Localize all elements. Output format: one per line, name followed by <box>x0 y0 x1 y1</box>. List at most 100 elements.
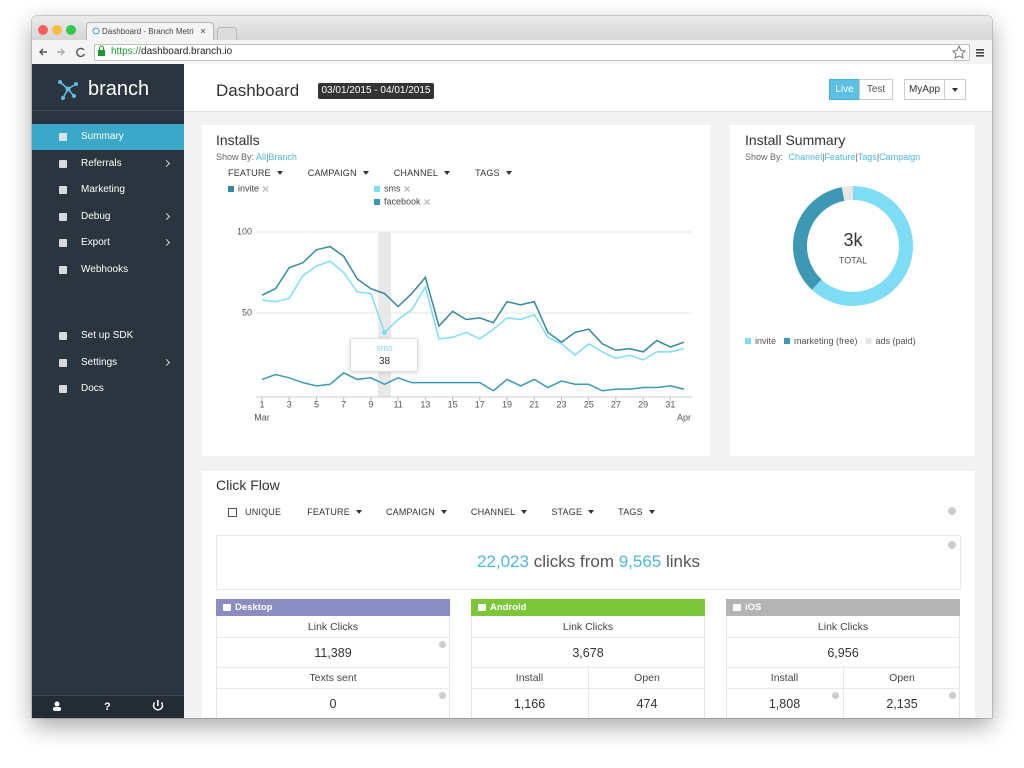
click-summary: 22,023 clicks from 9,565 links <box>216 552 961 572</box>
menu-item[interactable]: Referrals <box>32 151 184 177</box>
x-period-label: Mar <box>254 412 270 422</box>
user-icon <box>53 707 61 711</box>
sidebar-footer <box>32 695 184 718</box>
caret <box>521 510 528 514</box>
filter-dropdown[interactable]: CAMPAIGN <box>308 166 369 180</box>
panel-title: Install Summary <box>745 132 846 148</box>
menu-item[interactable]: Settings <box>32 350 184 376</box>
filter-dropdown[interactable]: TAGS <box>618 505 655 519</box>
filter-dropdown[interactable]: FEATURE <box>228 166 283 180</box>
metric-value: 474 <box>588 689 705 718</box>
menu-icon <box>59 186 67 194</box>
legend-swatch <box>374 186 380 192</box>
menu-item[interactable]: Docs <box>32 376 184 402</box>
browser-window: Dashboard - Branch Metri https://dashboa… <box>32 16 992 718</box>
platform-icon <box>478 604 486 611</box>
metric-label: Install <box>471 668 588 689</box>
filter-dropdown[interactable]: FEATURE <box>307 505 362 519</box>
summary-box <box>216 535 961 590</box>
help-icon[interactable] <box>439 641 446 648</box>
test-button[interactable]: Test <box>859 79 893 100</box>
show-by-option[interactable]: Tags <box>857 152 877 162</box>
stage: Dashboard - Branch Metri https://dashboa… <box>32 16 992 718</box>
x-tick-label: 23 <box>556 399 566 409</box>
filter-dropdown[interactable]: STAGE <box>551 505 595 519</box>
tab[interactable] <box>86 22 214 41</box>
logo-text: branch <box>88 78 150 100</box>
help-button[interactable]: ? <box>104 701 111 713</box>
app-caret[interactable] <box>944 79 966 100</box>
tooltip <box>350 337 419 372</box>
links-text: links <box>666 552 701 571</box>
legend-label: facebook <box>384 196 421 206</box>
x-tick-label: 29 <box>638 399 648 409</box>
platform-icon <box>223 604 231 611</box>
show-by-option[interactable]: Campaign <box>879 152 921 162</box>
legend-label: marketing (free) <box>794 336 858 346</box>
help-icon[interactable] <box>949 692 956 699</box>
legend-swatch <box>865 338 872 344</box>
zoom-button[interactable] <box>66 25 76 35</box>
close-button[interactable] <box>38 25 48 35</box>
legend-remove <box>404 186 410 192</box>
unique-toggle[interactable]: UNIQUE <box>228 505 281 519</box>
filter-dropdown[interactable]: CHANNEL <box>471 505 528 519</box>
filter-dropdown[interactable]: CAMPAIGN <box>386 505 447 519</box>
new-tab[interactable] <box>217 27 237 41</box>
logo-icon <box>72 94 76 98</box>
menu-item[interactable]: Export <box>32 230 184 256</box>
filter-label: FEATURE <box>228 168 271 178</box>
legend-swatch <box>228 186 234 192</box>
platform-name: Android <box>490 602 527 613</box>
show-by-option[interactable]: All <box>256 152 267 162</box>
menu-icon <box>976 52 984 54</box>
menu-item[interactable]: Webhooks <box>32 257 184 283</box>
minimize-button[interactable] <box>52 25 62 35</box>
menu-item[interactable]: Marketing <box>32 177 184 203</box>
help-icon[interactable] <box>832 692 839 699</box>
legend-remove <box>262 186 269 192</box>
power-icon <box>157 700 159 706</box>
filter-dropdown[interactable]: CHANNEL <box>393 166 451 180</box>
metric-value: 2,135 <box>843 689 960 718</box>
menu-icon <box>59 385 67 393</box>
logo-icon <box>58 80 62 84</box>
show-by-option[interactable]: Channel <box>788 152 823 162</box>
legend-swatch <box>374 199 380 205</box>
address-bar[interactable] <box>94 44 970 61</box>
show-by-option[interactable]: Feature <box>824 152 856 162</box>
sidebar <box>32 64 184 718</box>
logo-icon <box>61 96 65 100</box>
clicks-count: 22,023 <box>476 552 529 571</box>
menu-icon <box>976 55 984 57</box>
show-by-option[interactable]: Branch <box>268 152 297 162</box>
menu-item[interactable]: Set up SDK <box>32 323 184 349</box>
donut-total-label: TOTAL <box>839 255 867 265</box>
caret <box>362 171 369 175</box>
legend-swatch <box>745 338 751 344</box>
date-range[interactable]: 03/01/2015 - 04/01/2015 <box>318 83 434 99</box>
menu-icon <box>59 239 67 247</box>
show-by: Show By: Channel|Feature|Tags|Campaign <box>745 150 920 164</box>
checkbox[interactable] <box>228 507 237 517</box>
click-flow-filters: UNIQUE FEATURE CAMPAIGN CHANNEL STAGE TAGS <box>228 505 679 519</box>
filter-dropdown[interactable]: TAGS <box>475 166 512 180</box>
menu-icon <box>59 212 67 221</box>
menu-icon <box>59 332 67 340</box>
legend-label: invite <box>238 183 259 193</box>
x-tick-label: 1 <box>259 399 264 409</box>
menu-item[interactable]: Summary <box>32 124 184 150</box>
filter-label: CHANNEL <box>393 168 439 178</box>
caret <box>648 510 655 514</box>
help-icon[interactable] <box>948 507 956 515</box>
hover-point <box>382 329 388 335</box>
filter-label: STAGE <box>551 507 583 517</box>
help-icon[interactable] <box>439 692 446 699</box>
menu-item[interactable]: Debug <box>32 204 184 230</box>
platform-header: Android <box>471 599 705 616</box>
help-icon[interactable] <box>948 541 956 549</box>
x-tick-label: 5 <box>314 399 319 409</box>
back-button <box>39 48 47 56</box>
series-line <box>261 245 685 353</box>
